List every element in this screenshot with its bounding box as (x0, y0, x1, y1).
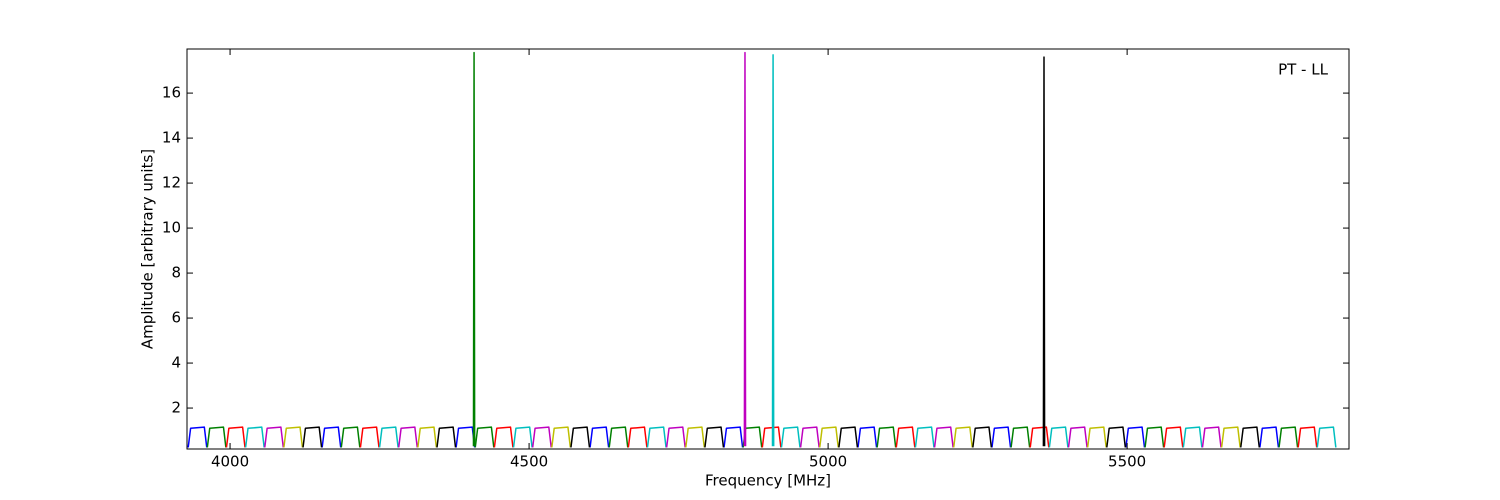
y-tick-label: 8 (171, 264, 181, 282)
series-line (743, 51, 747, 447)
series-line (283, 426, 1241, 448)
x-tick-label: 5000 (809, 453, 847, 471)
series-line (244, 426, 1337, 448)
annotation: PT - LL (1278, 61, 1329, 79)
plot-area (187, 49, 1349, 449)
x-tick-label: 4500 (510, 453, 548, 471)
series-line (1042, 56, 1046, 447)
y-tick-label: 16 (162, 84, 181, 102)
y-tick-label: 4 (171, 354, 181, 372)
series-line (187, 426, 1280, 448)
series-line (225, 426, 1318, 448)
x-tick-label: 4000 (211, 453, 249, 471)
series-line (264, 426, 1222, 448)
series-line (771, 54, 775, 447)
y-tick-label: 6 (171, 309, 181, 327)
y-tick-label: 10 (162, 219, 181, 237)
y-tick-label: 2 (171, 399, 181, 417)
x-axis-label: Frequency [MHz] (705, 472, 831, 490)
series-line (472, 51, 476, 447)
series-line (206, 426, 1299, 448)
y-axis-label: Amplitude [arbitrary units] (139, 149, 157, 349)
axes-frame (186, 48, 1350, 450)
y-tick-label: 14 (162, 129, 181, 147)
x-tick-label: 5500 (1108, 453, 1146, 471)
series-line (302, 426, 1261, 448)
y-tick-label: 12 (162, 174, 181, 192)
series-group (187, 51, 1337, 448)
